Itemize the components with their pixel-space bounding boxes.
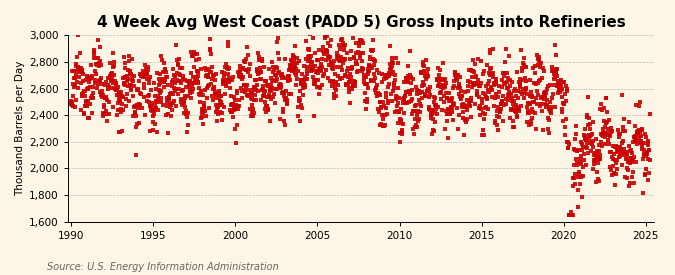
Y-axis label: Thousand Barrels per Day: Thousand Barrels per Day bbox=[15, 61, 25, 196]
Text: Source: U.S. Energy Information Administration: Source: U.S. Energy Information Administ… bbox=[47, 262, 279, 272]
Title: 4 Week Avg West Coast (PADD 5) Gross Inputs into Refineries: 4 Week Avg West Coast (PADD 5) Gross Inp… bbox=[97, 15, 625, 30]
